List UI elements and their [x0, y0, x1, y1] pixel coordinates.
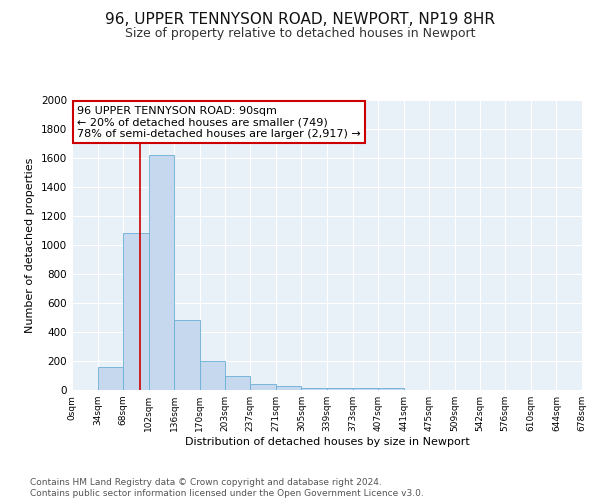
Text: Size of property relative to detached houses in Newport: Size of property relative to detached ho… — [125, 28, 475, 40]
Bar — [175, 320, 200, 390]
Bar — [276, 386, 301, 390]
Bar — [224, 376, 250, 390]
Bar — [123, 234, 149, 390]
Text: Contains HM Land Registry data © Crown copyright and database right 2024.
Contai: Contains HM Land Registry data © Crown c… — [30, 478, 424, 498]
Text: 96 UPPER TENNYSON ROAD: 90sqm
← 20% of detached houses are smaller (749)
78% of : 96 UPPER TENNYSON ROAD: 90sqm ← 20% of d… — [77, 106, 361, 139]
Text: 96, UPPER TENNYSON ROAD, NEWPORT, NP19 8HR: 96, UPPER TENNYSON ROAD, NEWPORT, NP19 8… — [105, 12, 495, 28]
Bar — [301, 388, 327, 390]
Bar — [327, 388, 353, 390]
Bar — [378, 388, 404, 390]
X-axis label: Distribution of detached houses by size in Newport: Distribution of detached houses by size … — [185, 437, 469, 447]
Bar — [149, 155, 175, 390]
Y-axis label: Number of detached properties: Number of detached properties — [25, 158, 35, 332]
Bar — [250, 384, 276, 390]
Bar — [98, 367, 123, 390]
Bar — [200, 361, 224, 390]
Bar — [353, 388, 378, 390]
